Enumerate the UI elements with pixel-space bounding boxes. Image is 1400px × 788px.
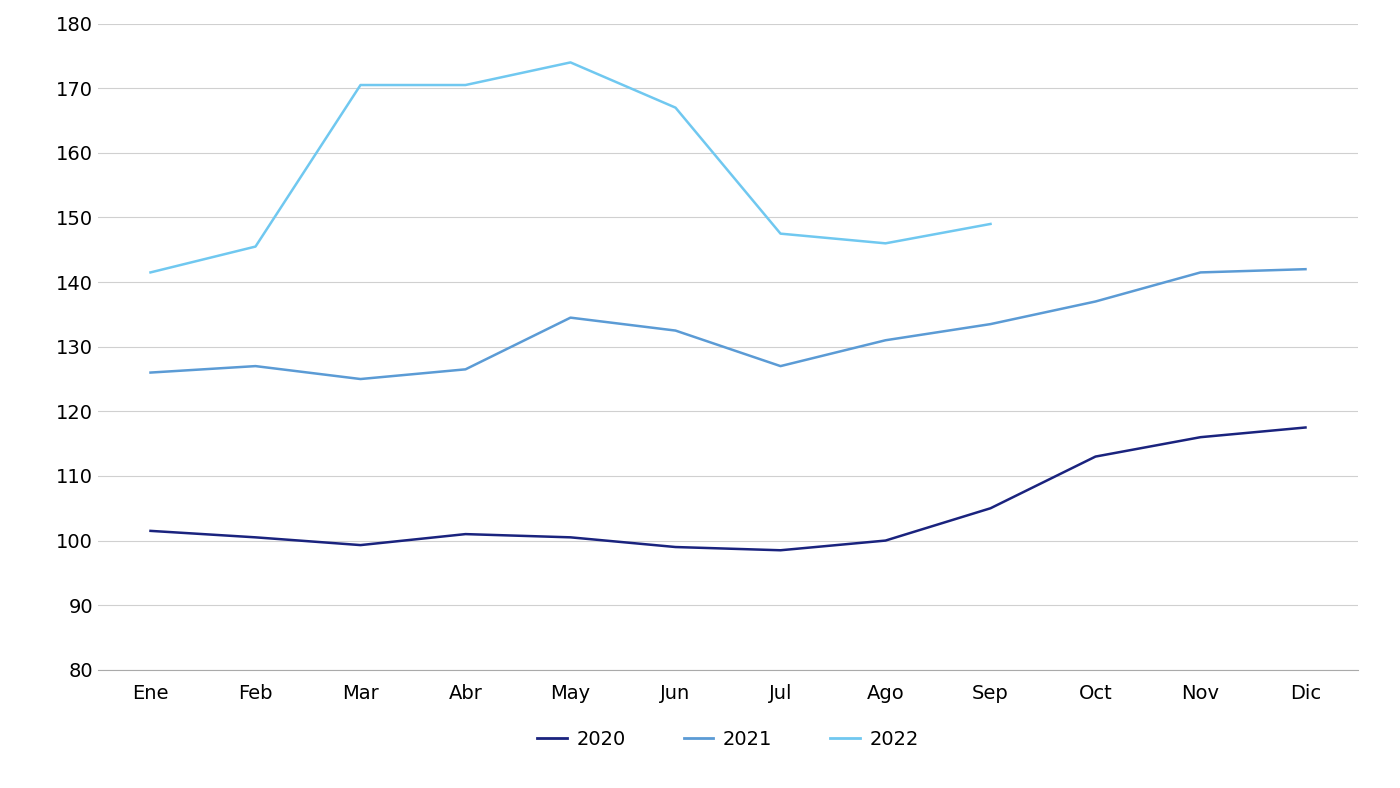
Legend: 2020, 2021, 2022: 2020, 2021, 2022 xyxy=(529,723,927,757)
